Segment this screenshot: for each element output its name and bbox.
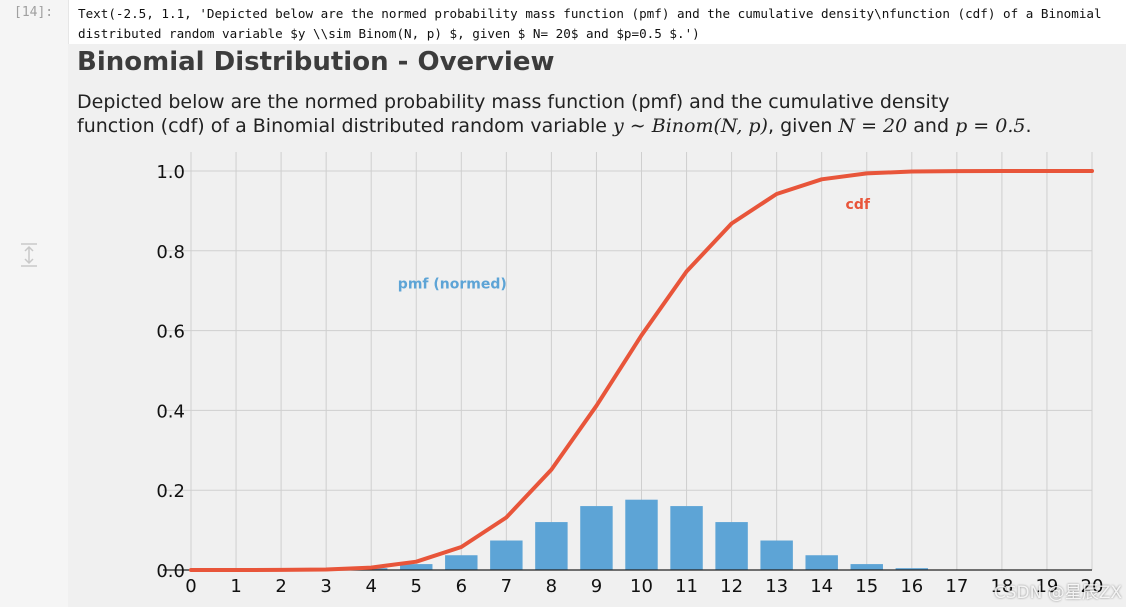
series-annotation-label: cdf <box>846 197 871 213</box>
y-tick-label: 0.8 <box>156 242 185 263</box>
pmf-bar <box>535 522 568 570</box>
subtitle-pre: function (cdf) of a Binomial distributed… <box>77 115 614 137</box>
cell-prompt: [14]: <box>14 5 54 20</box>
x-tick-label: 14 <box>810 576 833 597</box>
y-tick-label: 0.2 <box>156 481 185 502</box>
x-tick-label: 3 <box>320 576 331 597</box>
watermark: CSDN @星辰ZX <box>993 583 1122 603</box>
subtitle-end: . <box>1025 115 1032 137</box>
x-tick-label: 0 <box>185 576 196 597</box>
x-tick-label: 15 <box>855 576 878 597</box>
x-tick-label: 5 <box>411 576 422 597</box>
pmf-bar <box>760 540 793 570</box>
x-tick-label: 9 <box>591 576 602 597</box>
chart-canvas: 0.00.20.40.60.81.00 1 2 3 4 5 6 7 8 9 10 11 12 13 14 15… <box>156 152 1104 597</box>
x-tick-label: 10 <box>630 576 653 597</box>
pmf-bar <box>445 555 478 570</box>
pmf-bar <box>850 564 883 570</box>
x-tick-label: 18 <box>990 576 1013 597</box>
pmf-bar <box>715 522 748 570</box>
subtitle-mid: , given <box>767 115 839 137</box>
y-tick-label: 0.6 <box>156 322 185 343</box>
series-annotation-label: pmf (normed) <box>398 277 507 293</box>
x-tick-label: 1 <box>230 576 241 597</box>
x-tick-label: 7 <box>501 576 512 597</box>
y-tick-label: 1.0 <box>156 162 185 183</box>
cdf-line <box>189 169 1094 572</box>
pmf-bar <box>490 540 523 570</box>
x-tick-label: 12 <box>720 576 743 597</box>
subtitle-and: and <box>907 115 956 137</box>
x-tick-label: 20 <box>1081 576 1104 597</box>
figure-subtitle: Depicted below are the normed probabilit… <box>77 90 1117 138</box>
pmf-bar <box>805 555 838 570</box>
subtitle-line1: Depicted below are the normed probabilit… <box>77 91 950 113</box>
y-tick-label: 0.0 <box>156 561 185 582</box>
cell-gutter: [14]: <box>0 0 69 607</box>
y-tick-label: 0.4 <box>156 401 185 422</box>
x-tick-label: 6 <box>456 576 467 597</box>
collapse-output-icon[interactable] <box>18 242 40 272</box>
pmf-bar <box>670 506 703 570</box>
x-tick-label: 16 <box>900 576 923 597</box>
cell-output-text: Text(-2.5, 1.1, 'Depicted below are the … <box>78 6 1110 41</box>
pmf-bar <box>895 568 929 570</box>
subtitle-math-p: p = 0.5 <box>955 115 1026 137</box>
subtitle-math-distribution: y ∼ Binom(N, p) <box>613 115 768 137</box>
figure-title: Binomial Distribution - Overview <box>77 47 555 77</box>
x-tick-label: 4 <box>365 576 376 597</box>
x-tick-label: 13 <box>765 576 788 597</box>
x-tick-label: 19 <box>1035 576 1058 597</box>
x-tick-label: 17 <box>945 576 968 597</box>
x-tick-label: 2 <box>275 576 286 597</box>
figure: 0.0 0.2 0.4 0.6 0.8 1.0 0 1 2 3 4 5 6 7 8 9 10 11 12 13 14 15… <box>68 44 1126 607</box>
x-tick-label: 11 <box>675 576 698 597</box>
pmf-bar <box>400 564 433 570</box>
pmf-bar <box>625 499 658 570</box>
x-tick-label: 8 <box>546 576 557 597</box>
subtitle-math-n: N = 20 <box>838 115 908 137</box>
pmf-bar <box>580 506 613 570</box>
